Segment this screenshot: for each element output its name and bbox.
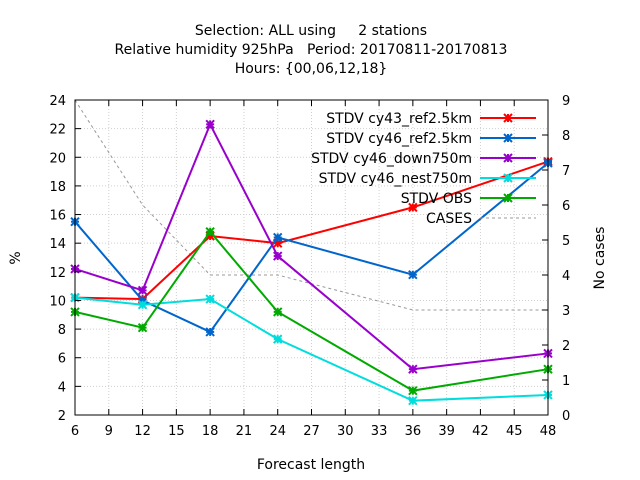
y2-tick-label: 1 [562, 374, 570, 389]
legend: STDV cy43_ref2.5km STDV cy46_ref2.5km STDV… [311, 111, 536, 227]
series-line [74, 121, 549, 371]
x-tick-label: 45 [506, 424, 523, 439]
x-tick-label: 33 [371, 424, 388, 439]
legend-label: STDV cy43_ref2.5km [326, 111, 472, 127]
y-tick-label: 6 [58, 352, 66, 367]
y2-tick-label: 0 [562, 409, 570, 424]
series-point [408, 395, 418, 406]
series-point [408, 202, 418, 213]
legend-marker [503, 193, 513, 203]
series-layer [70, 119, 553, 406]
series-point [137, 285, 148, 296]
series-line [74, 162, 549, 334]
x-tick-label: 48 [540, 424, 557, 439]
series-line [74, 160, 549, 301]
y-tick-label: 14 [49, 237, 66, 252]
y-axis-label: % [8, 251, 24, 264]
y2-tick-label: 9 [562, 94, 570, 109]
x-tick-label: 12 [134, 424, 151, 439]
y-tick-label: 20 [49, 151, 66, 166]
legend-label: STDV cy46_ref2.5km [326, 131, 472, 147]
y-tick-label: 2 [58, 409, 66, 424]
series-point [205, 119, 215, 130]
y-tick-label: 18 [49, 180, 66, 195]
series-point [137, 300, 148, 310]
y2-tick-label: 5 [562, 234, 570, 249]
y2-tick-label: 7 [562, 164, 570, 179]
series-0 [70, 156, 553, 304]
series-point [205, 294, 215, 304]
series-2 [70, 119, 553, 374]
series-point [273, 251, 283, 261]
series-line [74, 296, 549, 402]
series-point [408, 364, 418, 374]
series-point [137, 322, 148, 333]
ticks: 6 9 12 15 18 21 24 27 30 33 36 39 42 45 48246810121416… [49, 94, 570, 439]
series-point [408, 385, 418, 396]
cases-line [74, 99, 548, 311]
x-tick-label: 39 [438, 424, 455, 439]
x-tick-label: 42 [472, 424, 489, 439]
y-tick-label: 4 [58, 380, 66, 395]
x-tick-label: 30 [337, 424, 354, 439]
y-tick-label: 16 [49, 209, 66, 224]
x-tick-label: 21 [236, 424, 253, 439]
legend-label: STDV OBS [401, 191, 472, 207]
x-tick-label: 27 [303, 424, 320, 439]
x-axis-label: Forecast length [257, 457, 365, 473]
cases-layer [74, 99, 548, 311]
grid [74, 99, 549, 416]
legend-marker [503, 153, 513, 163]
legend-label: STDV cy46_nest750m [319, 171, 472, 187]
legend-marker [503, 173, 513, 183]
y2-tick-label: 2 [562, 339, 570, 354]
series-line [74, 230, 549, 392]
y2-axis-label: No cases [592, 227, 608, 290]
series-point [205, 327, 215, 337]
legend-label: CASES [426, 211, 472, 227]
chart-title-line-1: Selection: ALL using 2 stations [195, 23, 427, 39]
y-tick-label: 8 [58, 323, 66, 338]
series-4 [70, 227, 553, 396]
legend-label: STDV cy46_down750m [311, 151, 472, 167]
legend-marker [503, 113, 513, 123]
chart-title-line-3: Hours: {00,06,12,18} [235, 61, 388, 77]
y-tick-label: 22 [49, 123, 66, 138]
y-tick-label: 10 [49, 294, 66, 309]
series-point [408, 269, 418, 280]
x-tick-label: 24 [269, 424, 286, 439]
y-tick-label: 12 [49, 266, 66, 281]
x-tick-label: 36 [405, 424, 422, 439]
series-point [205, 227, 215, 237]
legend-marker [503, 133, 513, 143]
y2-tick-label: 4 [562, 269, 570, 284]
x-tick-label: 15 [168, 424, 185, 439]
y2-tick-label: 6 [562, 199, 570, 214]
chart-title-line-2: Relative humidity 925hPa Period: 2017081… [115, 42, 508, 58]
series-point [273, 307, 283, 317]
x-tick-label: 9 [105, 424, 113, 439]
series-point [273, 334, 283, 344]
x-tick-label: 18 [202, 424, 219, 439]
y-tick-label: 24 [49, 94, 66, 109]
x-tick-label: 6 [71, 424, 79, 439]
y2-tick-label: 3 [562, 304, 570, 319]
series-point [273, 232, 283, 243]
y2-tick-label: 8 [562, 129, 570, 144]
